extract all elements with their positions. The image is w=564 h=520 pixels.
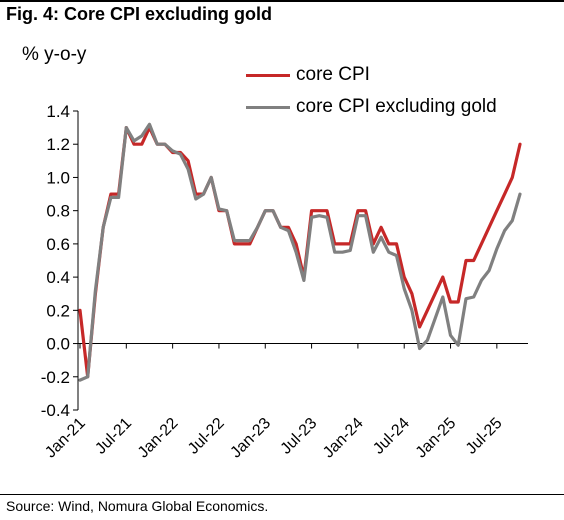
legend-item-core-cpi: core CPI xyxy=(246,64,370,86)
x-tick-label: Jul-21 xyxy=(92,415,135,458)
series-line-core-cpi-ex-gold xyxy=(78,122,522,382)
x-tick-label: Jan-23 xyxy=(227,415,274,462)
x-tick-label: Jul-22 xyxy=(185,415,228,458)
top-rule xyxy=(0,0,564,2)
y-tick-label: 1.4 xyxy=(46,102,70,121)
y-tick-label: -0.2 xyxy=(41,368,70,387)
legend-label-core-cpi: core CPI xyxy=(296,64,370,85)
x-tick-label: Jul-23 xyxy=(278,415,321,458)
bottom-rule xyxy=(0,494,564,495)
y-tick-label: -0.4 xyxy=(41,401,70,420)
x-tick-label: Jan-24 xyxy=(320,415,367,462)
x-tick-label: Jan-25 xyxy=(413,415,460,462)
x-tick-label: Jul-25 xyxy=(463,415,506,458)
y-tick-label: 0.6 xyxy=(46,235,70,254)
legend-swatch-core-cpi-ex-gold xyxy=(246,105,290,109)
x-tick-label: Jul-24 xyxy=(370,415,413,458)
y-axis-label: % y-o-y xyxy=(22,44,87,65)
y-tick-label: 0.8 xyxy=(46,202,70,221)
chart-title: Fig. 4: Core CPI excluding gold xyxy=(6,4,273,24)
y-tick-label: 1.0 xyxy=(46,168,70,187)
y-tick-label: 0.2 xyxy=(46,301,70,320)
source-note: Source: Wind, Nomura Global Economics. xyxy=(6,498,269,514)
y-tick-label: 1.2 xyxy=(46,135,70,154)
legend-item-core-cpi-ex-gold: core CPI excluding gold xyxy=(246,96,497,118)
x-tick-label: Jan-21 xyxy=(42,415,89,462)
y-tick-label: 0.0 xyxy=(46,335,70,354)
legend-swatch-core-cpi xyxy=(246,73,290,77)
legend-label-core-cpi-ex-gold: core CPI excluding gold xyxy=(296,96,497,117)
y-tick-label: 0.4 xyxy=(46,268,70,287)
x-tick-label: Jan-22 xyxy=(135,415,182,462)
